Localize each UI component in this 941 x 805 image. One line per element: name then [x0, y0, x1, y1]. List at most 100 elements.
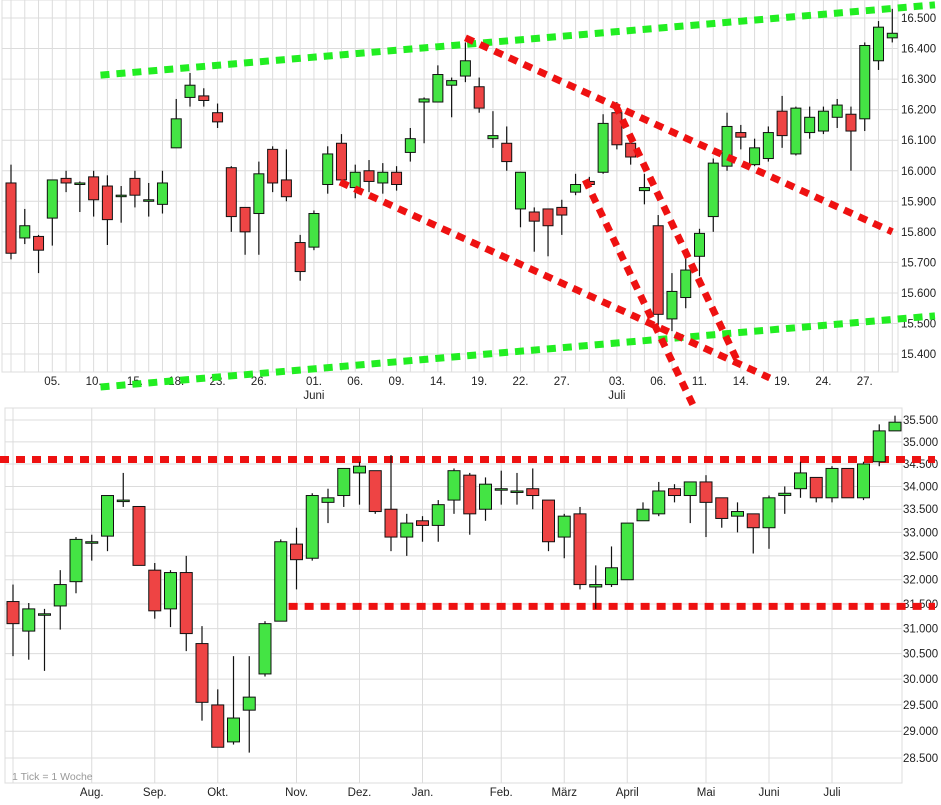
x-tick-month-label: Juli — [608, 390, 625, 402]
candle — [308, 210, 320, 251]
candle-body-up — [308, 213, 320, 248]
candle — [212, 103, 224, 128]
candle — [258, 621, 272, 677]
candle-body-up — [817, 110, 829, 132]
x-tick-label: Feb. — [490, 787, 513, 799]
x-tick-label: Dez. — [348, 787, 372, 799]
candle — [85, 534, 99, 561]
candle-body-up — [557, 515, 571, 538]
y-tick-label: 15.600 — [901, 288, 936, 300]
candle-body-down — [391, 171, 403, 185]
candle — [636, 502, 650, 522]
candle-body-up — [680, 269, 692, 299]
candle — [337, 467, 351, 507]
candle — [721, 112, 733, 171]
x-tick-label: 10. — [86, 376, 102, 388]
candle — [749, 138, 761, 167]
candle-body-up — [164, 572, 177, 610]
candle — [473, 77, 485, 113]
candle — [494, 470, 508, 505]
candle — [762, 495, 776, 549]
candle-body-up — [831, 104, 843, 118]
candle — [872, 424, 886, 467]
candle — [294, 234, 306, 281]
y-tick-label: 33.500 — [903, 504, 938, 516]
y-tick-label: 16.300 — [901, 74, 936, 86]
y-tick-label: 29.000 — [903, 726, 938, 738]
x-tick-label: 19. — [774, 376, 790, 388]
candle-body-down — [463, 474, 477, 515]
candle-body-up — [101, 495, 114, 537]
candle-body-up — [400, 522, 414, 538]
y-tick-label: 34.000 — [903, 481, 938, 493]
candle — [60, 170, 72, 193]
candle-body-up — [762, 497, 776, 529]
candle-body-down — [5, 182, 17, 254]
candle — [88, 170, 100, 217]
y-tick-label: 16.000 — [901, 166, 936, 178]
candle-body-up — [418, 98, 430, 103]
candle-body-up — [459, 60, 471, 77]
candle — [459, 42, 471, 83]
candle — [589, 565, 603, 609]
candle-body-down — [556, 206, 568, 216]
y-tick-label: 29.500 — [903, 700, 938, 712]
x-tick-label: 01. — [306, 376, 322, 388]
x-tick-month-label: Juni — [303, 390, 324, 402]
candle-body-up — [404, 138, 416, 153]
candle — [211, 689, 225, 748]
candle — [101, 175, 113, 245]
x-tick-label: 06. — [650, 376, 666, 388]
candle — [666, 273, 678, 332]
candle-body-down — [473, 86, 485, 109]
candle — [794, 461, 807, 498]
candle — [225, 166, 237, 232]
candle — [179, 555, 193, 652]
candle-body-down — [735, 132, 747, 138]
candle-body-down — [195, 643, 209, 703]
candle-body-down — [416, 520, 429, 526]
candle — [6, 584, 20, 657]
candle-body-up — [620, 522, 634, 581]
candle-body-up — [74, 182, 86, 185]
candle — [290, 527, 303, 590]
candle — [198, 88, 210, 107]
y-tick-label: 16.400 — [901, 44, 936, 56]
candle — [418, 97, 430, 144]
candle — [570, 173, 582, 196]
candle — [556, 199, 568, 235]
candle — [377, 163, 389, 194]
candle — [683, 481, 697, 524]
y-tick-label: 15.900 — [901, 196, 936, 208]
candle — [668, 484, 681, 503]
x-tick-label: Okt. — [207, 787, 228, 799]
candle-body-up — [589, 584, 603, 588]
candle-body-up — [85, 541, 99, 544]
candle — [416, 516, 429, 542]
candle — [501, 126, 513, 171]
candle-body-down — [746, 513, 760, 529]
candle-body-down — [715, 497, 729, 519]
y-tick-label: 16.100 — [901, 135, 936, 147]
candle-body-down — [528, 211, 540, 222]
candle-body-up — [510, 490, 524, 493]
candle — [195, 626, 209, 721]
candle-body-up — [479, 483, 492, 510]
y-tick-label: 31.000 — [903, 624, 938, 636]
candle — [116, 472, 130, 507]
candle — [652, 215, 664, 326]
candle-body-up — [859, 44, 871, 120]
x-tick-label: 11. — [692, 376, 707, 388]
candle — [274, 539, 288, 622]
candle-body-up — [570, 183, 582, 193]
x-tick-label: 06. — [347, 376, 363, 388]
candle — [227, 656, 240, 745]
candle-body-up — [38, 613, 51, 616]
candle-body-up — [253, 173, 265, 215]
candle-body-up — [666, 290, 678, 320]
x-tick-label: Nov. — [285, 787, 308, 799]
x-tick-label: 14. — [733, 376, 749, 388]
candle — [707, 158, 719, 232]
candle-body-down — [148, 569, 162, 612]
x-tick-label: 19. — [471, 376, 487, 388]
